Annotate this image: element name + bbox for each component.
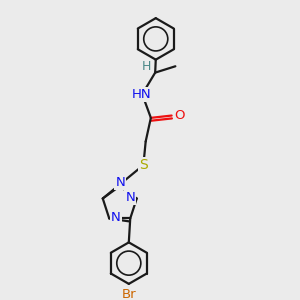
Text: N: N: [116, 176, 125, 189]
Text: HN: HN: [132, 88, 152, 101]
Text: N: N: [125, 190, 135, 203]
Text: N: N: [111, 212, 121, 224]
Text: H: H: [141, 60, 151, 73]
Text: O: O: [174, 109, 185, 122]
Text: S: S: [139, 158, 148, 172]
Text: Br: Br: [122, 288, 136, 300]
